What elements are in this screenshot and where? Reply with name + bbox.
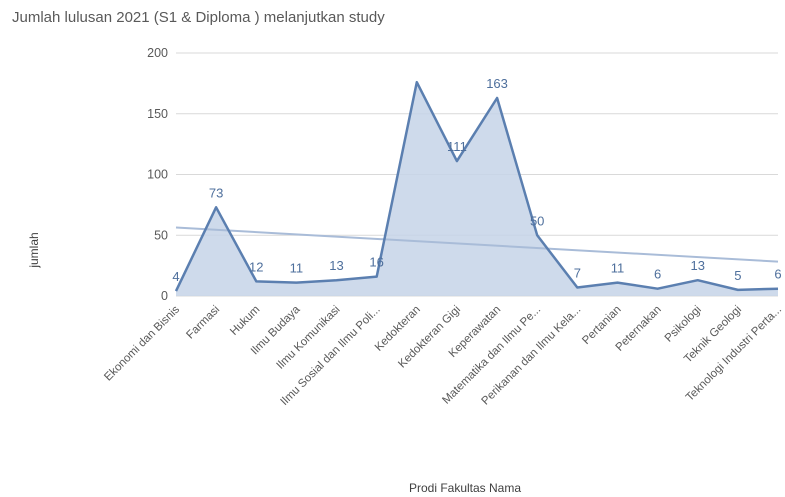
trendline: [175, 226, 779, 263]
data-label: 11: [290, 261, 304, 276]
data-label: 13: [329, 258, 343, 273]
data-label: 73: [209, 185, 223, 200]
x-axis-title: Prodi Fakultas Nama: [409, 481, 521, 495]
data-label: 12: [249, 259, 263, 274]
data-label: 4: [172, 269, 179, 284]
y-tick-label: 0: [161, 289, 168, 303]
y-tick-label: 100: [147, 168, 168, 182]
series-line: [174, 80, 779, 292]
category-label: Hukum: [228, 304, 262, 338]
y-tick-label: 200: [147, 46, 168, 60]
data-label: 163: [486, 76, 508, 91]
data-label: 5: [734, 268, 741, 283]
data-label: 13: [690, 258, 704, 273]
data-labels: 4 73 12 11 13 16 111 163 50 7 11 6 13 5 6: [172, 76, 781, 284]
data-label: 7: [574, 265, 581, 280]
category-label: Ekonomi dan Bisnis: [102, 303, 182, 383]
category-label: Psikologi: [663, 304, 704, 345]
data-label: 6: [654, 267, 661, 282]
y-axis-ticks: 0 50 100 150 200: [147, 46, 168, 303]
data-label: 50: [530, 213, 544, 228]
y-axis-title: jumlah: [27, 232, 41, 268]
category-label: Farmasi: [184, 304, 222, 342]
y-tick-label: 50: [154, 228, 168, 242]
data-label: 11: [611, 261, 625, 276]
chart-title: Jumlah lulusan 2021 (S1 & Diploma ) mela…: [12, 9, 385, 26]
y-tick-label: 150: [147, 107, 168, 121]
data-label: 111: [447, 139, 467, 154]
data-label: 6: [774, 267, 781, 282]
data-label: 16: [369, 255, 383, 270]
series-area: [176, 82, 778, 296]
